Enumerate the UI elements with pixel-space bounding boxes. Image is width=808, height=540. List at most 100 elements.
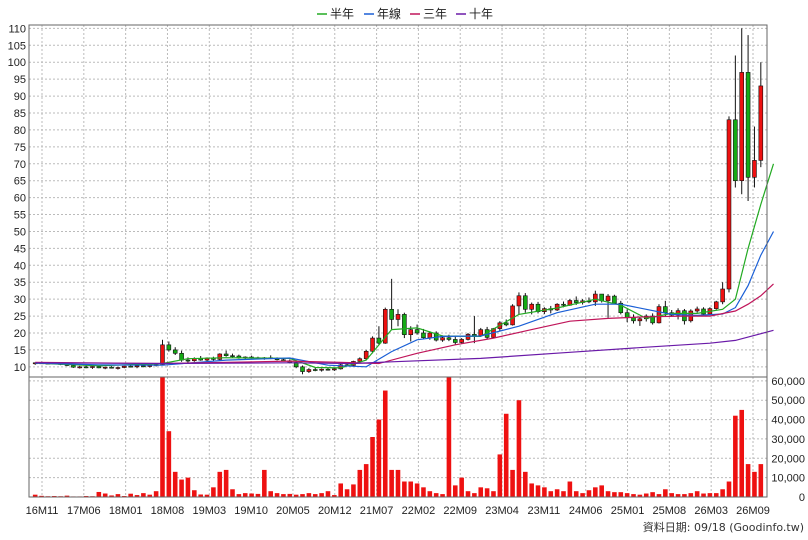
volume-bar — [433, 493, 439, 497]
x-tick-label: 21M07 — [360, 505, 394, 517]
candle-body — [605, 295, 611, 302]
candle-body — [71, 365, 76, 368]
volume-bar — [739, 409, 745, 497]
volume-tick-label: 30,000 — [771, 434, 805, 446]
candle-body — [382, 309, 388, 344]
volume-bar — [586, 490, 592, 497]
legend-ten-year-label: 十年 — [469, 7, 493, 21]
volume-bar — [580, 493, 585, 497]
price-tick-label: 85 — [14, 108, 26, 120]
candle-body — [446, 337, 452, 340]
volume-bar — [395, 469, 401, 497]
volume-bar — [268, 491, 273, 497]
volume-bar — [414, 483, 420, 497]
volume-bar — [147, 494, 153, 497]
candle-body — [478, 329, 484, 337]
volume-bar — [39, 495, 44, 497]
grid — [29, 25, 767, 497]
volume-bar — [351, 484, 356, 497]
volume-bar — [179, 479, 184, 497]
volume-bar — [96, 491, 102, 497]
candle-body — [510, 305, 515, 326]
volume-bar — [192, 490, 197, 497]
volume-bar — [300, 494, 305, 497]
price-tick-label: 15 — [14, 345, 26, 357]
x-tick-label: 22M02 — [402, 505, 436, 517]
volume-bar — [669, 493, 674, 497]
candle-body — [312, 369, 318, 371]
candle-body — [656, 306, 662, 324]
volume-bar — [516, 400, 522, 497]
volume-bar — [497, 454, 503, 497]
volume-bar — [523, 471, 528, 497]
candle-body — [573, 300, 579, 303]
candle-body — [720, 288, 725, 303]
candle-body — [650, 315, 655, 324]
candle-body — [402, 314, 407, 335]
candle-body — [109, 366, 114, 369]
candle-body — [663, 306, 668, 313]
volume-bar — [160, 377, 165, 497]
candle-body — [739, 72, 744, 181]
volume-bar — [141, 493, 146, 497]
x-tick-label: 18M01 — [109, 505, 143, 517]
legend-three-year-label: 三年 — [423, 7, 447, 21]
volume-bar — [631, 494, 636, 497]
volume-bar — [637, 494, 643, 497]
volume-bars — [32, 377, 764, 497]
volume-bar — [548, 491, 554, 497]
volume-bar — [720, 489, 725, 497]
x-tick-label: 24M06 — [569, 505, 603, 517]
price-tick-label: 95 — [14, 74, 26, 86]
candle-body — [77, 366, 83, 369]
volume-bar — [172, 471, 178, 497]
ten-year-ma-line — [35, 329, 774, 365]
candle-body — [332, 368, 337, 371]
price-tick-label: 100 — [8, 57, 26, 69]
volume-bar — [503, 413, 509, 497]
candle-body — [523, 295, 528, 310]
x-tick-label: 25M01 — [611, 505, 645, 517]
candle-body — [453, 339, 458, 343]
candle-body — [503, 322, 509, 326]
candle-body — [128, 365, 133, 368]
price-tick-label: 110 — [8, 23, 26, 35]
volume-bar — [134, 495, 140, 497]
candle-body — [370, 337, 375, 352]
x-tick-label: 19M10 — [234, 505, 268, 517]
volume-tick-label: 40,000 — [771, 415, 805, 427]
volume-bar — [306, 493, 312, 497]
volume-bar — [561, 491, 566, 497]
volume-bar — [752, 471, 757, 497]
volume-bar — [249, 493, 254, 497]
volume-bar — [319, 493, 324, 497]
volume-bar — [459, 477, 464, 497]
candle-body — [306, 369, 312, 372]
volume-bar — [338, 483, 344, 497]
candle-body — [83, 366, 89, 369]
price-tick-label: 30 — [14, 294, 26, 306]
volume-bar — [128, 493, 133, 497]
volume-bar — [726, 481, 732, 497]
volume-bar — [440, 494, 445, 497]
x-tick-label: 23M04 — [485, 505, 519, 517]
price-tick-label: 40 — [14, 260, 26, 272]
volume-bar — [204, 494, 210, 497]
price-tick-label: 45 — [14, 243, 26, 255]
price-tick-label: 65 — [14, 176, 26, 188]
price-tick-label: 10 — [14, 362, 26, 374]
volume-bar — [236, 494, 242, 497]
volume-bar — [694, 491, 700, 497]
volume-bar — [115, 494, 121, 497]
volume-bar — [242, 493, 248, 497]
legend-year-line-label: 年線 — [377, 6, 401, 21]
volume-bar — [102, 493, 108, 497]
volume-bar — [663, 489, 668, 497]
volume-bar — [465, 491, 471, 497]
volume-bar — [363, 464, 369, 497]
volume-tick-label: 0 — [799, 492, 805, 504]
price-tick-label: 90 — [14, 91, 26, 103]
candle-body — [122, 365, 127, 368]
candle-body — [745, 72, 751, 178]
candle-body — [300, 366, 305, 372]
